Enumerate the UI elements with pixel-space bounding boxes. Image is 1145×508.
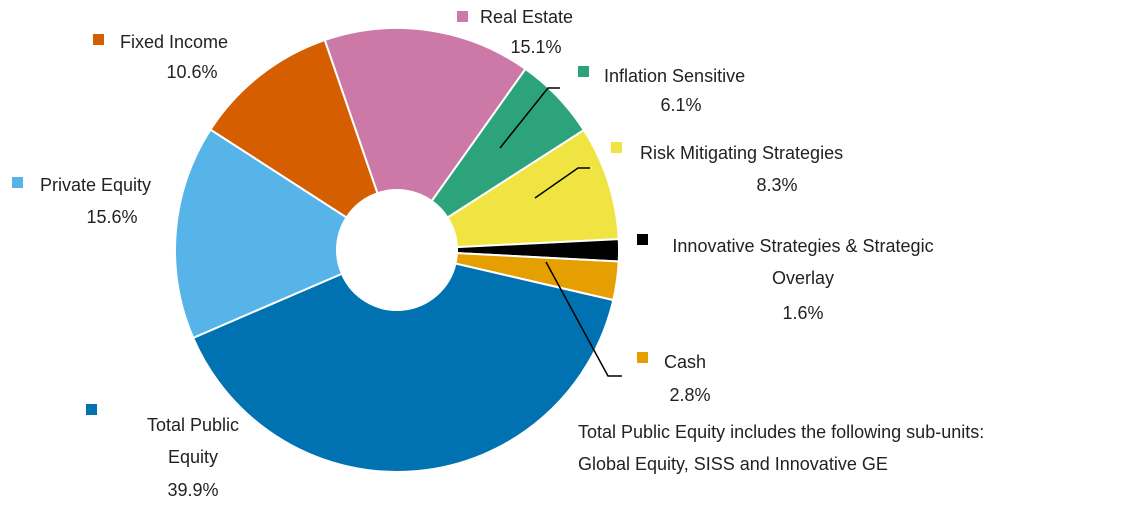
legend-swatch — [637, 352, 648, 363]
legend-swatch — [611, 142, 622, 153]
data-label: 15.1% — [510, 37, 562, 57]
data-label: 10.6% — [166, 62, 218, 82]
annotation: Total Public Equity includes the followi… — [578, 416, 1098, 480]
annotation-line: Global Equity, SISS and Innovative GE — [578, 454, 888, 474]
annotation-line: Total Public Equity includes the followi… — [578, 422, 985, 442]
slice — [209, 38, 379, 219]
legend-swatch — [457, 11, 468, 22]
category-label: Private Equity — [40, 175, 152, 195]
category-label: Innovative Strategies & Strategic Overla… — [672, 236, 934, 288]
data-label: 2.8% — [669, 385, 711, 405]
slice — [446, 128, 620, 249]
legend-swatch — [12, 177, 23, 188]
category-label: Total Public Equity — [146, 415, 240, 467]
data-label: 8.3% — [756, 175, 798, 195]
leader-line — [499, 87, 560, 149]
legend-swatch — [637, 234, 648, 245]
slice — [191, 262, 615, 473]
slice — [174, 128, 348, 340]
legend-swatch — [93, 34, 104, 45]
category-label: Fixed Income — [120, 32, 229, 52]
data-label: 15.6% — [86, 207, 138, 227]
category-label: Inflation Sensitive — [604, 66, 746, 86]
leader-line — [545, 261, 622, 377]
category-label: Cash — [664, 352, 707, 372]
leader-line — [534, 167, 590, 199]
legend-swatch — [578, 66, 589, 77]
slice — [323, 27, 527, 203]
data-label: 39.9% — [167, 480, 219, 500]
category-label: Real Estate — [480, 7, 574, 27]
data-label: 6.1% — [660, 95, 702, 115]
legend-swatch — [86, 404, 97, 415]
category-label: Risk Mitigating Strategies — [640, 143, 844, 163]
data-label: 1.6% — [782, 303, 824, 323]
